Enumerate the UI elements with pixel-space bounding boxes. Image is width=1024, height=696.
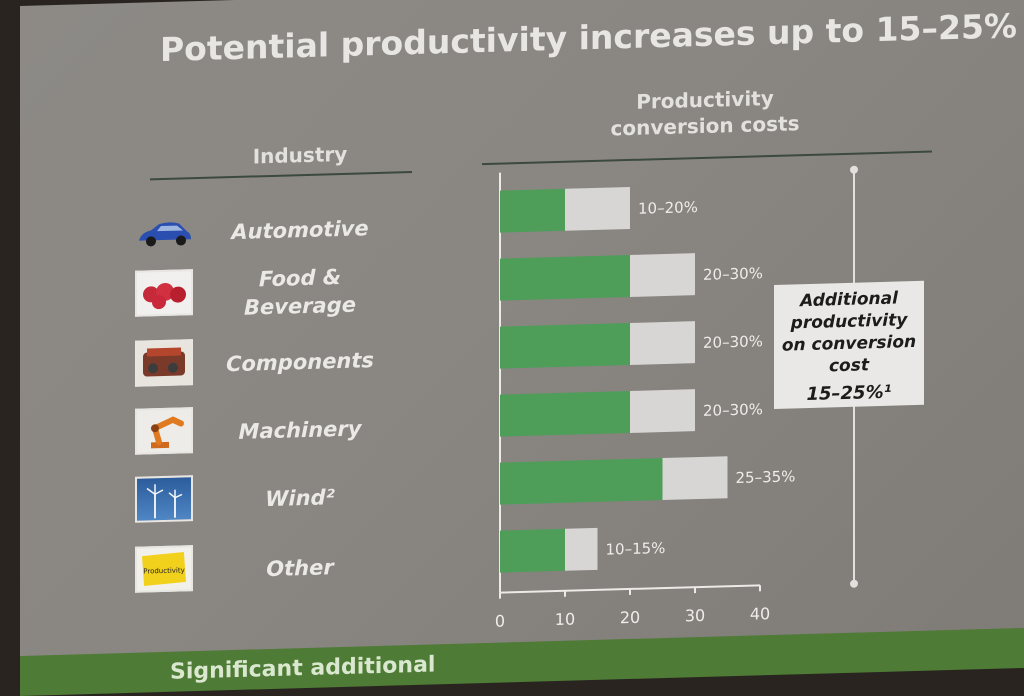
industry-label-food-beverage: Food & Beverage — [244, 265, 356, 320]
industry-label-wind: Wind² — [265, 485, 335, 512]
bar-min-5 — [500, 528, 565, 573]
apples-icon — [135, 269, 193, 317]
industry-header-rule — [150, 171, 412, 181]
industry-row-automotive: Automotive — [135, 199, 405, 263]
slide-screen: Potential productivity increases up to 1… — [20, 0, 1024, 696]
x-tick-label-1: 10 — [555, 609, 575, 629]
data-label-4: 25–35% — [736, 467, 796, 487]
callout-value: 15–25%¹ — [806, 381, 892, 406]
productivity-bar-chart: 10–20% 20–30% 20–30% 20–30% 25–35% 10–15% 0 10 2… — [495, 172, 796, 631]
industry-row-wind: Wind² — [135, 467, 405, 531]
industry-row-food-beverage: Food & Beverage — [135, 261, 405, 325]
data-label-3: 20–30% — [703, 400, 763, 420]
x-tick-label-4: 40 — [750, 604, 770, 624]
industry-label-machinery: Machinery — [238, 416, 362, 444]
robot-arm-icon — [135, 407, 193, 455]
bar-range-2 — [630, 321, 695, 365]
industry-label-automotive: Automotive — [231, 216, 369, 245]
chart-header-line2: conversion costs — [610, 111, 800, 141]
car-icon — [135, 207, 193, 255]
industry-label-components: Components — [226, 348, 374, 377]
bar-range-4 — [662, 456, 728, 501]
bar-range-3 — [630, 389, 695, 433]
callout-line3: on conversion — [781, 331, 917, 356]
additional-productivity-callout: Additional productivity on conversion co… — [774, 280, 924, 409]
slide-title: Potential productivity increases up to 1… — [160, 6, 1017, 70]
bar-range-1 — [630, 253, 695, 297]
data-label-5: 10–15% — [606, 539, 666, 559]
bar-min-1 — [500, 254, 630, 301]
industry-label-other: Other — [266, 555, 334, 582]
callout-line4: cost — [828, 355, 869, 377]
wind-turbine-icon — [135, 475, 193, 523]
industry-row-components: Components — [135, 331, 405, 395]
engine-icon — [135, 339, 193, 387]
chart-header: Productivity conversion costs — [580, 83, 830, 142]
data-label-2: 20–30% — [703, 332, 763, 352]
data-label-1: 20–30% — [703, 264, 763, 284]
sticky-note-text: Productivity — [143, 566, 184, 575]
industry-row-other: Productivity Other — [135, 537, 405, 601]
bar-range-0 — [565, 186, 630, 231]
x-tick-label-2: 20 — [620, 608, 640, 628]
bar-min-0 — [500, 188, 565, 233]
data-label-0: 10–20% — [638, 198, 698, 218]
sticky-note-icon: Productivity — [135, 545, 193, 593]
industry-row-machinery: Machinery — [135, 399, 405, 463]
bar-min-2 — [500, 322, 630, 369]
bar-min-4 — [500, 458, 663, 505]
x-tick-label-3: 30 — [685, 606, 705, 626]
chart-header-line1: Productivity — [636, 85, 774, 114]
industry-header: Industry — [252, 141, 348, 169]
bar-min-3 — [500, 390, 630, 437]
x-tick-label-0: 0 — [495, 611, 505, 630]
bar-range-5 — [565, 527, 598, 571]
